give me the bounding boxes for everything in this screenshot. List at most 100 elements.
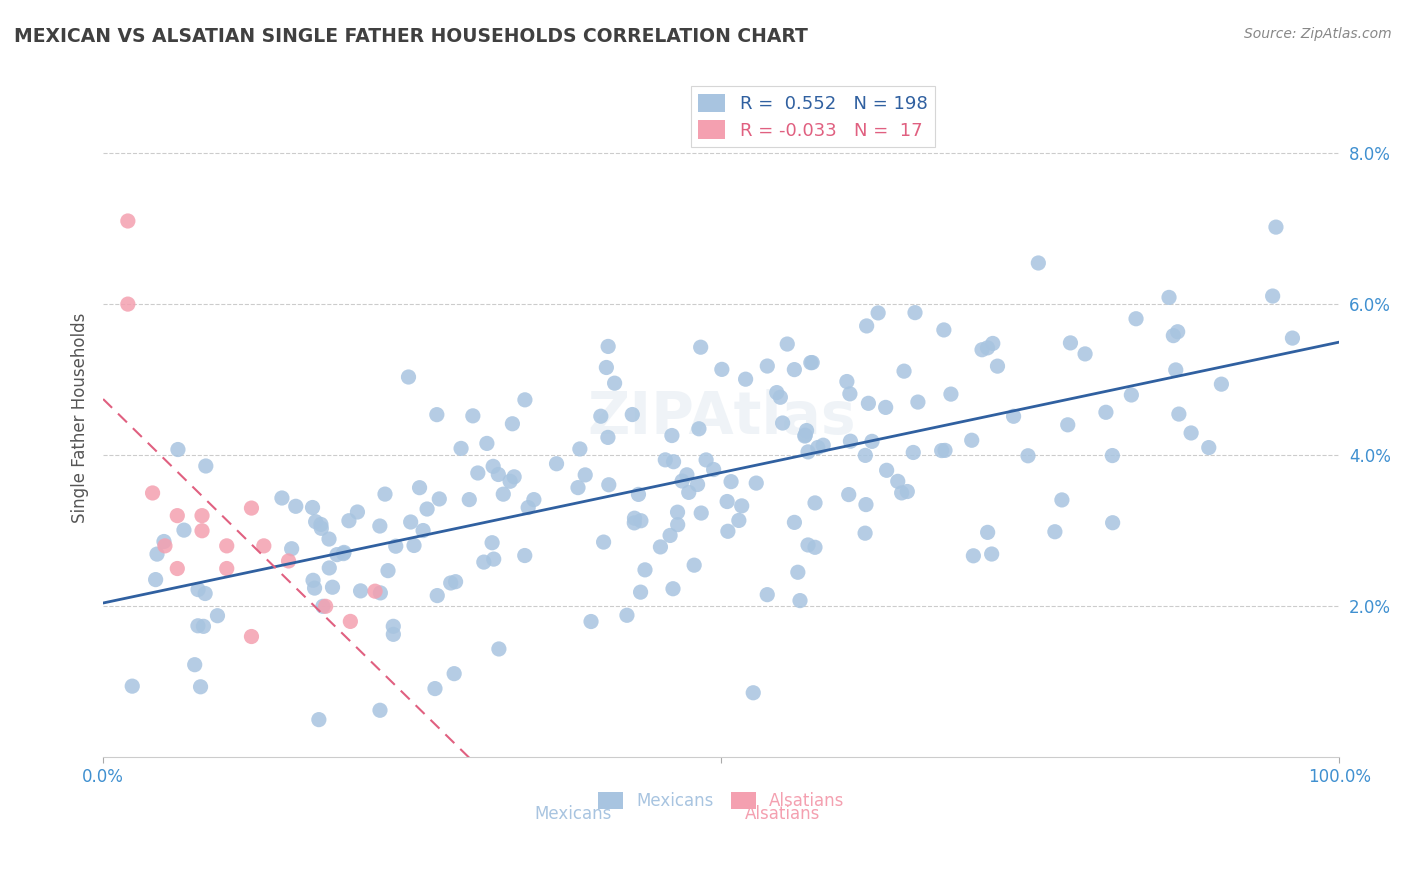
Point bbox=[426, 408, 449, 422]
Point bbox=[630, 514, 652, 528]
Point bbox=[904, 305, 927, 319]
Point bbox=[1121, 388, 1143, 402]
Text: Mexicans: Mexicans bbox=[534, 805, 612, 823]
Point bbox=[492, 487, 515, 501]
Point bbox=[475, 436, 498, 450]
Point bbox=[426, 589, 449, 603]
Text: MEXICAN VS ALSATIAN SINGLE FATHER HOUSEHOLDS CORRELATION CHART: MEXICAN VS ALSATIAN SINGLE FATHER HOUSEH… bbox=[14, 27, 808, 45]
Point bbox=[794, 428, 817, 442]
Point bbox=[960, 434, 983, 448]
Point bbox=[616, 608, 638, 623]
Point bbox=[1043, 524, 1066, 539]
Point bbox=[662, 455, 685, 469]
Point bbox=[703, 462, 725, 476]
Point bbox=[173, 523, 195, 537]
Point bbox=[1157, 290, 1180, 304]
Point bbox=[650, 540, 672, 554]
Point bbox=[1125, 311, 1147, 326]
Point bbox=[659, 528, 682, 542]
Point bbox=[117, 214, 139, 228]
Point bbox=[876, 463, 898, 477]
Point bbox=[440, 576, 463, 591]
Point bbox=[903, 445, 925, 459]
Point bbox=[423, 681, 446, 696]
Point bbox=[153, 534, 176, 549]
Point bbox=[716, 494, 738, 508]
Point bbox=[623, 516, 645, 530]
Point bbox=[598, 477, 620, 491]
Point bbox=[443, 666, 465, 681]
Point bbox=[486, 467, 509, 482]
Point bbox=[589, 409, 612, 424]
Point bbox=[384, 539, 406, 553]
Point bbox=[796, 424, 818, 438]
Y-axis label: Single Father Households: Single Father Households bbox=[72, 312, 89, 523]
Point bbox=[1050, 492, 1073, 507]
Point bbox=[742, 686, 765, 700]
Point bbox=[190, 680, 212, 694]
Point bbox=[783, 516, 806, 530]
Point bbox=[458, 492, 481, 507]
Point bbox=[309, 517, 332, 532]
Point bbox=[666, 517, 689, 532]
Point bbox=[745, 476, 768, 491]
Point bbox=[568, 442, 591, 456]
Point bbox=[567, 481, 589, 495]
Point bbox=[499, 475, 522, 489]
Point bbox=[661, 428, 683, 442]
Point bbox=[976, 525, 998, 540]
Point bbox=[183, 657, 205, 672]
Point bbox=[399, 515, 422, 529]
Point bbox=[408, 481, 430, 495]
Point bbox=[117, 297, 139, 311]
Point bbox=[368, 519, 391, 533]
Point bbox=[523, 492, 546, 507]
Point bbox=[853, 449, 876, 463]
Point bbox=[688, 422, 710, 436]
Point bbox=[513, 549, 536, 563]
Point bbox=[890, 486, 912, 500]
Point bbox=[893, 364, 915, 378]
Point bbox=[603, 376, 626, 391]
Point bbox=[193, 619, 215, 633]
Point bbox=[1101, 449, 1123, 463]
Point bbox=[855, 498, 877, 512]
Point bbox=[337, 514, 360, 528]
Point bbox=[634, 563, 657, 577]
Point bbox=[797, 445, 820, 459]
Point bbox=[304, 515, 326, 529]
Point bbox=[364, 584, 387, 599]
Point bbox=[630, 585, 652, 599]
Point bbox=[1167, 325, 1189, 339]
Point bbox=[450, 442, 472, 456]
Point bbox=[488, 642, 510, 657]
Point bbox=[142, 486, 165, 500]
Point bbox=[277, 554, 299, 568]
Point bbox=[868, 306, 890, 320]
Point bbox=[1163, 328, 1185, 343]
Point bbox=[349, 583, 371, 598]
Point bbox=[887, 475, 910, 489]
Point bbox=[191, 524, 214, 538]
Point bbox=[191, 508, 214, 523]
Point bbox=[377, 564, 399, 578]
Point bbox=[167, 442, 190, 457]
Point bbox=[769, 390, 792, 404]
Point bbox=[215, 539, 238, 553]
Point bbox=[503, 470, 526, 484]
Point bbox=[896, 484, 918, 499]
Point bbox=[838, 487, 860, 501]
Point bbox=[412, 524, 434, 538]
Point bbox=[339, 615, 361, 629]
Point bbox=[1281, 331, 1303, 345]
Point bbox=[734, 372, 756, 386]
Point bbox=[1101, 516, 1123, 530]
Point bbox=[312, 599, 335, 614]
Point bbox=[596, 430, 619, 444]
Point bbox=[720, 475, 742, 489]
Point bbox=[875, 401, 897, 415]
Point bbox=[1056, 417, 1078, 432]
Point bbox=[315, 599, 337, 614]
Point bbox=[517, 500, 540, 515]
Point bbox=[146, 547, 169, 561]
